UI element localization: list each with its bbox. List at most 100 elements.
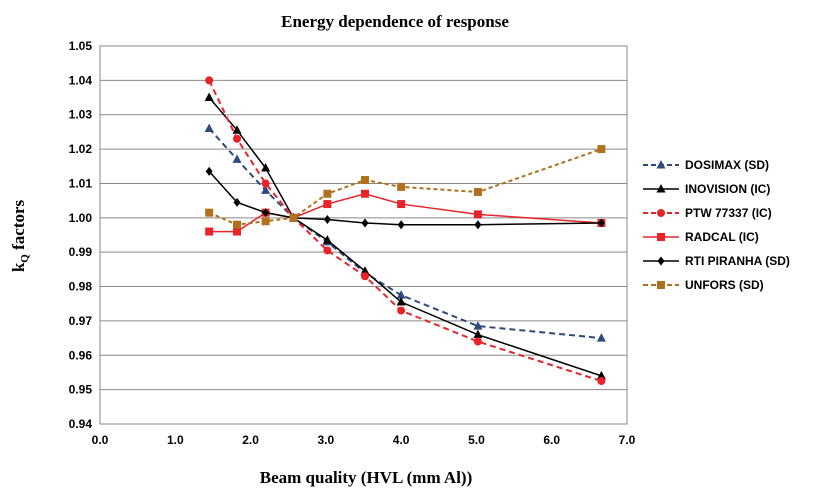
data-point: [473, 337, 482, 346]
data-point: [261, 162, 271, 172]
y-tick-label: 0.96: [69, 348, 93, 362]
data-point: [322, 235, 332, 244]
data-point: [396, 290, 406, 299]
data-point: [233, 134, 242, 143]
x-tick-label: 0.0: [92, 433, 109, 447]
data-point: [596, 333, 606, 342]
legend-label: RADCAL (IC): [685, 230, 759, 244]
data-point: [205, 76, 214, 85]
y-axis-title-subscript: Q: [19, 254, 31, 263]
y-tick-label: 1.02: [69, 142, 93, 156]
x-tick-label: 1.0: [167, 433, 184, 447]
x-tick-label: 4.0: [393, 433, 410, 447]
data-point: [262, 208, 270, 218]
data-point: [361, 218, 369, 228]
series: [205, 76, 606, 386]
data-point: [473, 329, 483, 339]
legend-marker: [657, 281, 665, 289]
series: [204, 123, 606, 342]
x-axis-ticks: 0.0 1.0 2.0 3.0 4.0 5.0 6.0 7.0: [92, 433, 636, 447]
legend-item: RADCAL (IC): [643, 230, 759, 244]
data-point: [205, 208, 214, 217]
data-point: [232, 125, 242, 134]
data-point: [397, 306, 406, 315]
data-point: [596, 370, 606, 380]
data-point: [233, 197, 241, 207]
x-tick-label: 3.0: [318, 433, 335, 447]
y-axis-ticks: 0.94 0.95 0.96 0.97 0.98 0.99 1.00 1.01 1.02 1.03…: [69, 39, 93, 431]
legend-label: UNFORS (SD): [685, 278, 764, 292]
data-point: [397, 220, 405, 230]
legend-label: RTI PIRANHA (SD): [685, 254, 790, 268]
x-tick-label: 2.0: [242, 433, 259, 447]
legend-marker: [657, 256, 665, 266]
series: [205, 145, 606, 229]
x-tick-label: 5.0: [468, 433, 485, 447]
data-point: [397, 200, 406, 209]
data-point: [233, 227, 242, 236]
data-point: [474, 220, 482, 230]
gridlines: [100, 45, 627, 425]
data-point: [323, 200, 332, 209]
legend-item: UNFORS (SD): [643, 278, 764, 292]
data-point: [597, 377, 606, 386]
y-tick-label: 0.98: [69, 280, 93, 294]
y-tick-label: 0.99: [69, 245, 93, 259]
series: [204, 92, 606, 380]
y-tick-label: 1.00: [69, 211, 93, 225]
y-axis-title-rest: factors: [9, 199, 28, 254]
series-line: [208, 79, 602, 382]
legend-marker: [657, 209, 665, 217]
y-axis-title: kQ factors: [9, 199, 31, 272]
data-point: [261, 179, 270, 188]
y-axis-title-main: k: [9, 262, 28, 272]
legend-item: PTW 77337 (IC): [643, 206, 772, 220]
data-point: [261, 185, 271, 194]
data-point: [597, 145, 606, 154]
y-tick-label: 1.03: [69, 108, 93, 122]
data-point: [261, 217, 270, 226]
y-tick-label: 1.04: [69, 73, 93, 87]
legend-label: INOVISION (IC): [685, 182, 770, 196]
x-tick-label: 7.0: [619, 433, 636, 447]
series-group: [204, 76, 606, 386]
chart-title: Energy dependence of response: [281, 12, 509, 31]
data-point: [323, 246, 332, 255]
data-point: [396, 297, 406, 306]
series-line: [208, 170, 602, 226]
data-point: [323, 215, 331, 225]
legend-item: DOSIMAX (SD): [643, 158, 769, 172]
series-line: [208, 127, 602, 340]
legend-label: DOSIMAX (SD): [685, 158, 769, 172]
legend-marker: [656, 160, 666, 169]
y-tick-label: 1.05: [69, 39, 93, 53]
y-tick-label: 0.94: [69, 417, 93, 431]
legend-label: PTW 77337 (IC): [685, 206, 772, 220]
x-tick-label: 6.0: [543, 433, 560, 447]
data-point: [204, 123, 214, 132]
data-point: [361, 176, 370, 185]
legend-marker: [657, 233, 665, 241]
data-point: [205, 227, 214, 236]
y-tick-label: 1.01: [69, 176, 93, 190]
y-tick-label: 0.95: [69, 383, 93, 397]
data-point: [473, 321, 483, 330]
x-axis-title: Beam quality (HVL (mm Al)): [260, 468, 473, 487]
data-point: [473, 188, 482, 197]
legend-item: INOVISION (IC): [643, 182, 770, 196]
series-line: [208, 97, 602, 377]
data-point: [597, 218, 605, 228]
data-point: [289, 213, 298, 222]
data-point: [397, 182, 406, 191]
data-point: [232, 154, 242, 163]
data-point: [204, 92, 214, 102]
data-point: [361, 272, 370, 281]
data-point: [473, 210, 482, 219]
y-tick-label: 0.97: [69, 314, 93, 328]
data-point: [323, 189, 332, 198]
data-point: [360, 266, 370, 275]
legend: DOSIMAX (SD) INOVISION (IC) PTW 77337 (IC)…: [643, 158, 790, 292]
legend-item: RTI PIRANHA (SD): [643, 254, 790, 268]
legend-marker: [656, 184, 666, 193]
